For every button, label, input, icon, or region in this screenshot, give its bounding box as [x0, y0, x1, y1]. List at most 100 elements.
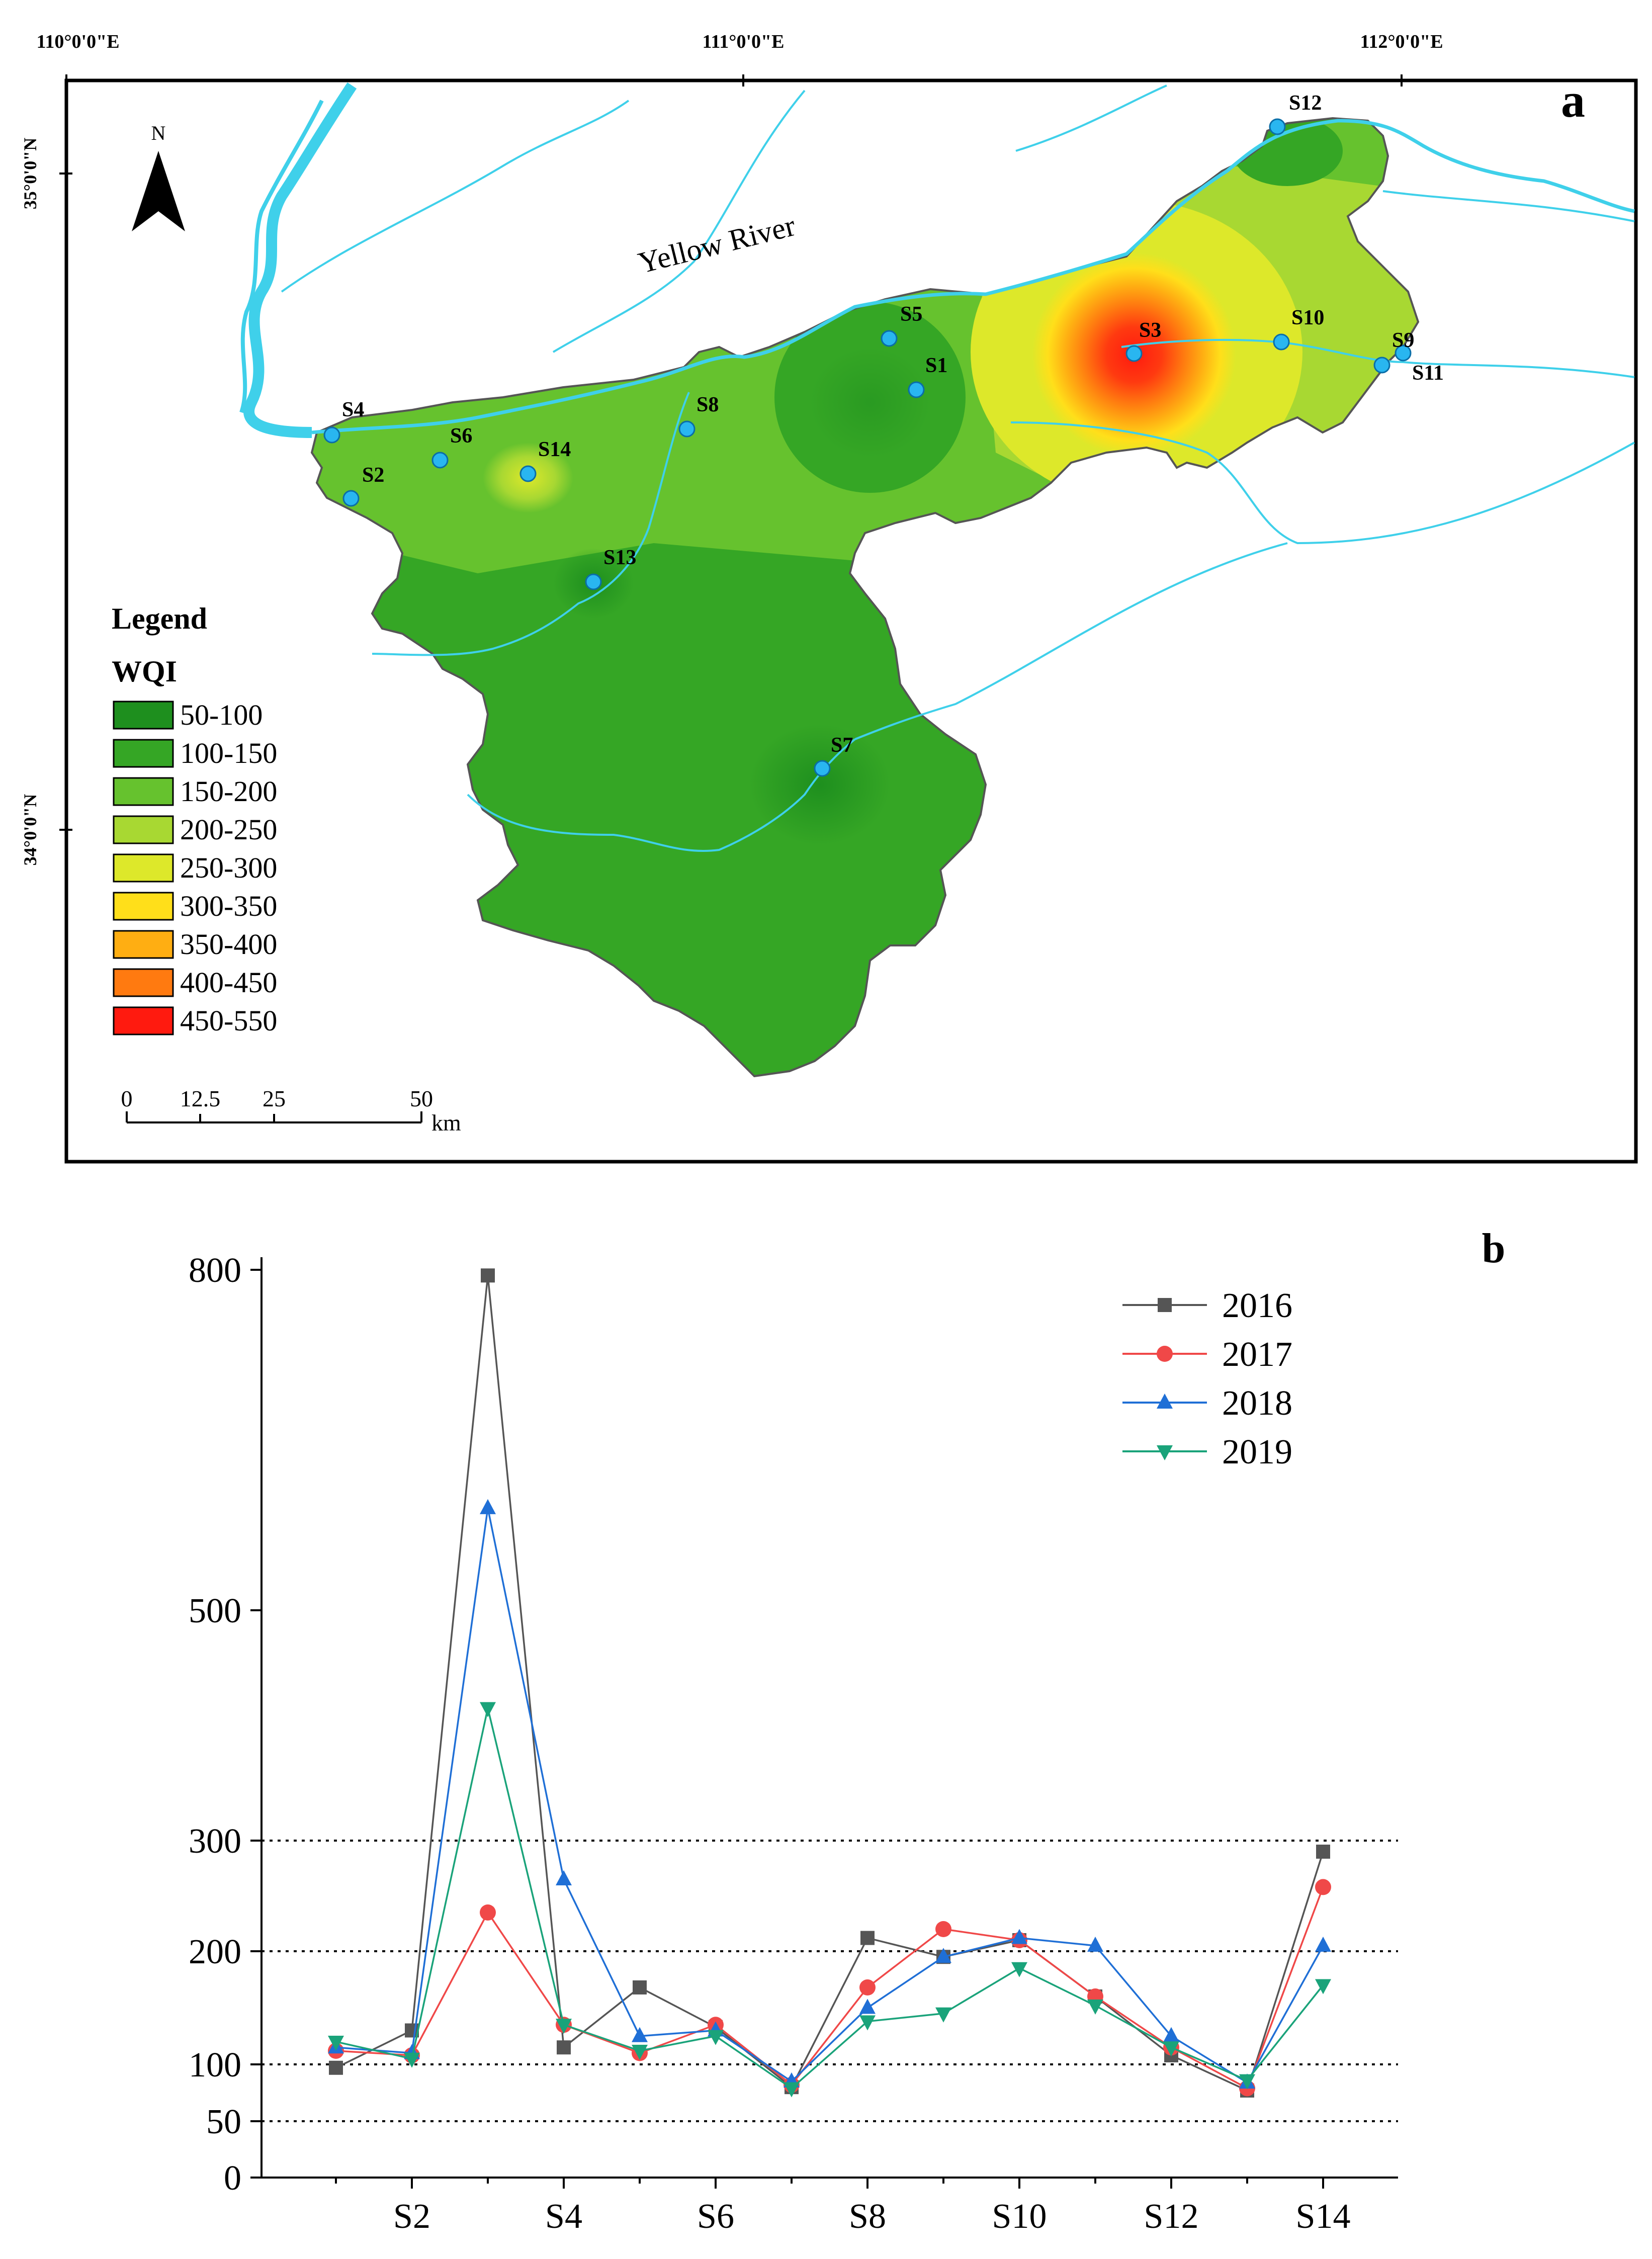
site-marker-s9 — [1395, 344, 1412, 362]
scale-unit: km — [431, 1110, 461, 1136]
data-point-2018-s4 — [556, 1870, 572, 1885]
legend-label-2016: 2016 — [1222, 1286, 1292, 1325]
y-tick-label-50: 50 — [206, 2103, 241, 2141]
legend-swatch-2 — [113, 739, 174, 768]
legend-label-6: 300-350 — [180, 890, 277, 922]
series-2016 — [329, 1268, 1330, 2098]
legend-label-5: 250-300 — [180, 851, 277, 884]
x-tick-label-s6: S6 — [697, 2197, 734, 2236]
x-tick-label-s4: S4 — [545, 2197, 582, 2236]
north-arrow-icon — [132, 151, 185, 231]
legend-title: Legend — [112, 602, 207, 635]
site-label-s3: S3 — [1139, 319, 1161, 342]
north-arrow: N — [132, 122, 185, 231]
legend-swatch-1 — [113, 701, 174, 730]
y-axis-ticks: 0 50 100 200 300 500 800 — [189, 1251, 262, 2198]
legend-marker-2017 — [1157, 1346, 1173, 1362]
data-point-2017-s9 — [935, 1921, 951, 1937]
site-label-s11: S11 — [1412, 362, 1444, 385]
graticule: 110°0'0"E 111°0'0"E 112°0'0"E 35°0'0"N 3… — [20, 31, 1443, 865]
legend-label-8: 400-450 — [180, 966, 277, 999]
lon-label-110: 110°0'0"E — [36, 31, 119, 52]
y-tick-label-100: 100 — [189, 2046, 241, 2084]
legend-label-4: 200-250 — [180, 813, 277, 846]
data-point-2019-s12 — [1163, 2041, 1179, 2057]
scale-tick-25: 25 — [263, 1086, 286, 1111]
wqi-map: 110°0'0"E 111°0'0"E 112°0'0"E 35°0'0"N 3… — [20, 31, 1638, 1164]
site-label-s10: S10 — [1291, 306, 1324, 329]
legend-marker-2016 — [1158, 1298, 1172, 1312]
site-label-s7: S7 — [831, 734, 853, 757]
data-point-2019-s1 — [328, 2036, 344, 2051]
site-marker-s5 — [881, 330, 898, 347]
site-marker-s12 — [1269, 118, 1286, 135]
y-tick-label-300: 300 — [189, 1822, 241, 1861]
series-line-2018 — [335, 1508, 1324, 2084]
data-point-2016-s5 — [633, 1980, 647, 1994]
wqi-map-panel: 110°0'0"E 111°0'0"E 112°0'0"E 35°0'0"N 3… — [20, 31, 1638, 1164]
legend-label-2017: 2017 — [1222, 1335, 1292, 1374]
site-marker-s13 — [585, 573, 602, 590]
data-point-2019-s3 — [480, 1702, 496, 1717]
data-point-2019-s6 — [708, 2030, 724, 2045]
series-2019 — [328, 1702, 1331, 2098]
site-label-s2: S2 — [362, 464, 384, 487]
river-network — [239, 82, 1635, 852]
data-point-2019-s5 — [632, 2045, 648, 2060]
data-point-2017-s8 — [859, 1979, 876, 1995]
legend-swatch-6 — [113, 892, 174, 921]
x-tick-label-s10: S10 — [992, 2197, 1047, 2236]
legend-label-1: 50-100 — [180, 699, 263, 731]
legend-swatch-8 — [113, 968, 174, 997]
site-label-s6: S6 — [450, 424, 472, 448]
legend-swatch-4 — [113, 815, 174, 844]
data-point-2018-s10 — [1011, 1929, 1027, 1944]
y-tick-label-0: 0 — [224, 2159, 241, 2198]
y-tick-label-200: 200 — [189, 1933, 241, 1971]
panel-letter-b: b — [1482, 1225, 1506, 1272]
monitoring-sites: S1 S2 S3 S4 S5 S6 S7 S8 S9 S10 S11 S12 S13 S14 — [323, 92, 1444, 777]
data-point-2019-s13 — [1239, 2074, 1255, 2090]
legend-label-3: 150-200 — [180, 775, 277, 808]
data-point-2018-s12 — [1163, 2027, 1179, 2042]
y-tick-label-800: 800 — [189, 1251, 241, 1290]
data-point-2018-s9 — [935, 1948, 951, 1963]
north-label: N — [151, 122, 166, 144]
wqi-line-chart: b 0 50 100 200 300 500 800 S2 S4 S6 S8 S10 S12 S14 2… — [189, 1225, 1506, 2236]
lat-label-35: 35°0'0"N — [20, 138, 40, 209]
x-axis-ticks: S2 S4 S6 S8 S10 S12 S14 — [335, 2178, 1350, 2236]
reference-lines — [262, 1840, 1398, 2122]
series-line-2017 — [335, 1886, 1324, 2090]
data-point-2019-s10 — [1011, 1962, 1027, 1977]
chart-series — [328, 1268, 1331, 2098]
site-marker-s8 — [678, 420, 695, 438]
data-point-2016-s8 — [860, 1931, 875, 1945]
legend-label-2018: 2018 — [1222, 1384, 1292, 1423]
chart-legend: 2016 2017 2018 2019 — [1122, 1286, 1292, 1471]
data-point-2018-s8 — [859, 1999, 876, 2014]
chart-axes — [260, 1257, 1398, 2179]
site-marker-s1 — [908, 381, 925, 398]
site-marker-s11 — [1373, 357, 1390, 374]
legend-swatch-9 — [113, 1006, 174, 1035]
data-point-2018-s5 — [632, 2027, 648, 2042]
site-marker-s6 — [431, 452, 449, 469]
data-point-2019-s4 — [556, 2019, 572, 2034]
y-tick-label-500: 500 — [189, 1592, 241, 1630]
scale-tick-12-5: 12.5 — [180, 1086, 221, 1111]
legend-marker-2019 — [1157, 1445, 1173, 1460]
data-point-2017-s3 — [480, 1904, 496, 1921]
site-label-s13: S13 — [603, 546, 636, 569]
data-point-2017-s14 — [1315, 1879, 1331, 1895]
x-tick-label-s12: S12 — [1144, 2197, 1199, 2236]
data-point-2019-s11 — [1087, 2000, 1103, 2015]
legend-label-7: 350-400 — [180, 928, 277, 961]
x-tick-label-s2: S2 — [393, 2197, 430, 2236]
site-marker-s14 — [519, 465, 537, 482]
legend-subtitle: WQI — [112, 655, 177, 688]
legend-swatch-7 — [113, 930, 174, 959]
site-label-s5: S5 — [900, 303, 922, 326]
site-marker-s3 — [1125, 345, 1143, 362]
data-point-2018-s3 — [480, 1499, 496, 1514]
panel-letter-a: a — [1561, 73, 1585, 127]
